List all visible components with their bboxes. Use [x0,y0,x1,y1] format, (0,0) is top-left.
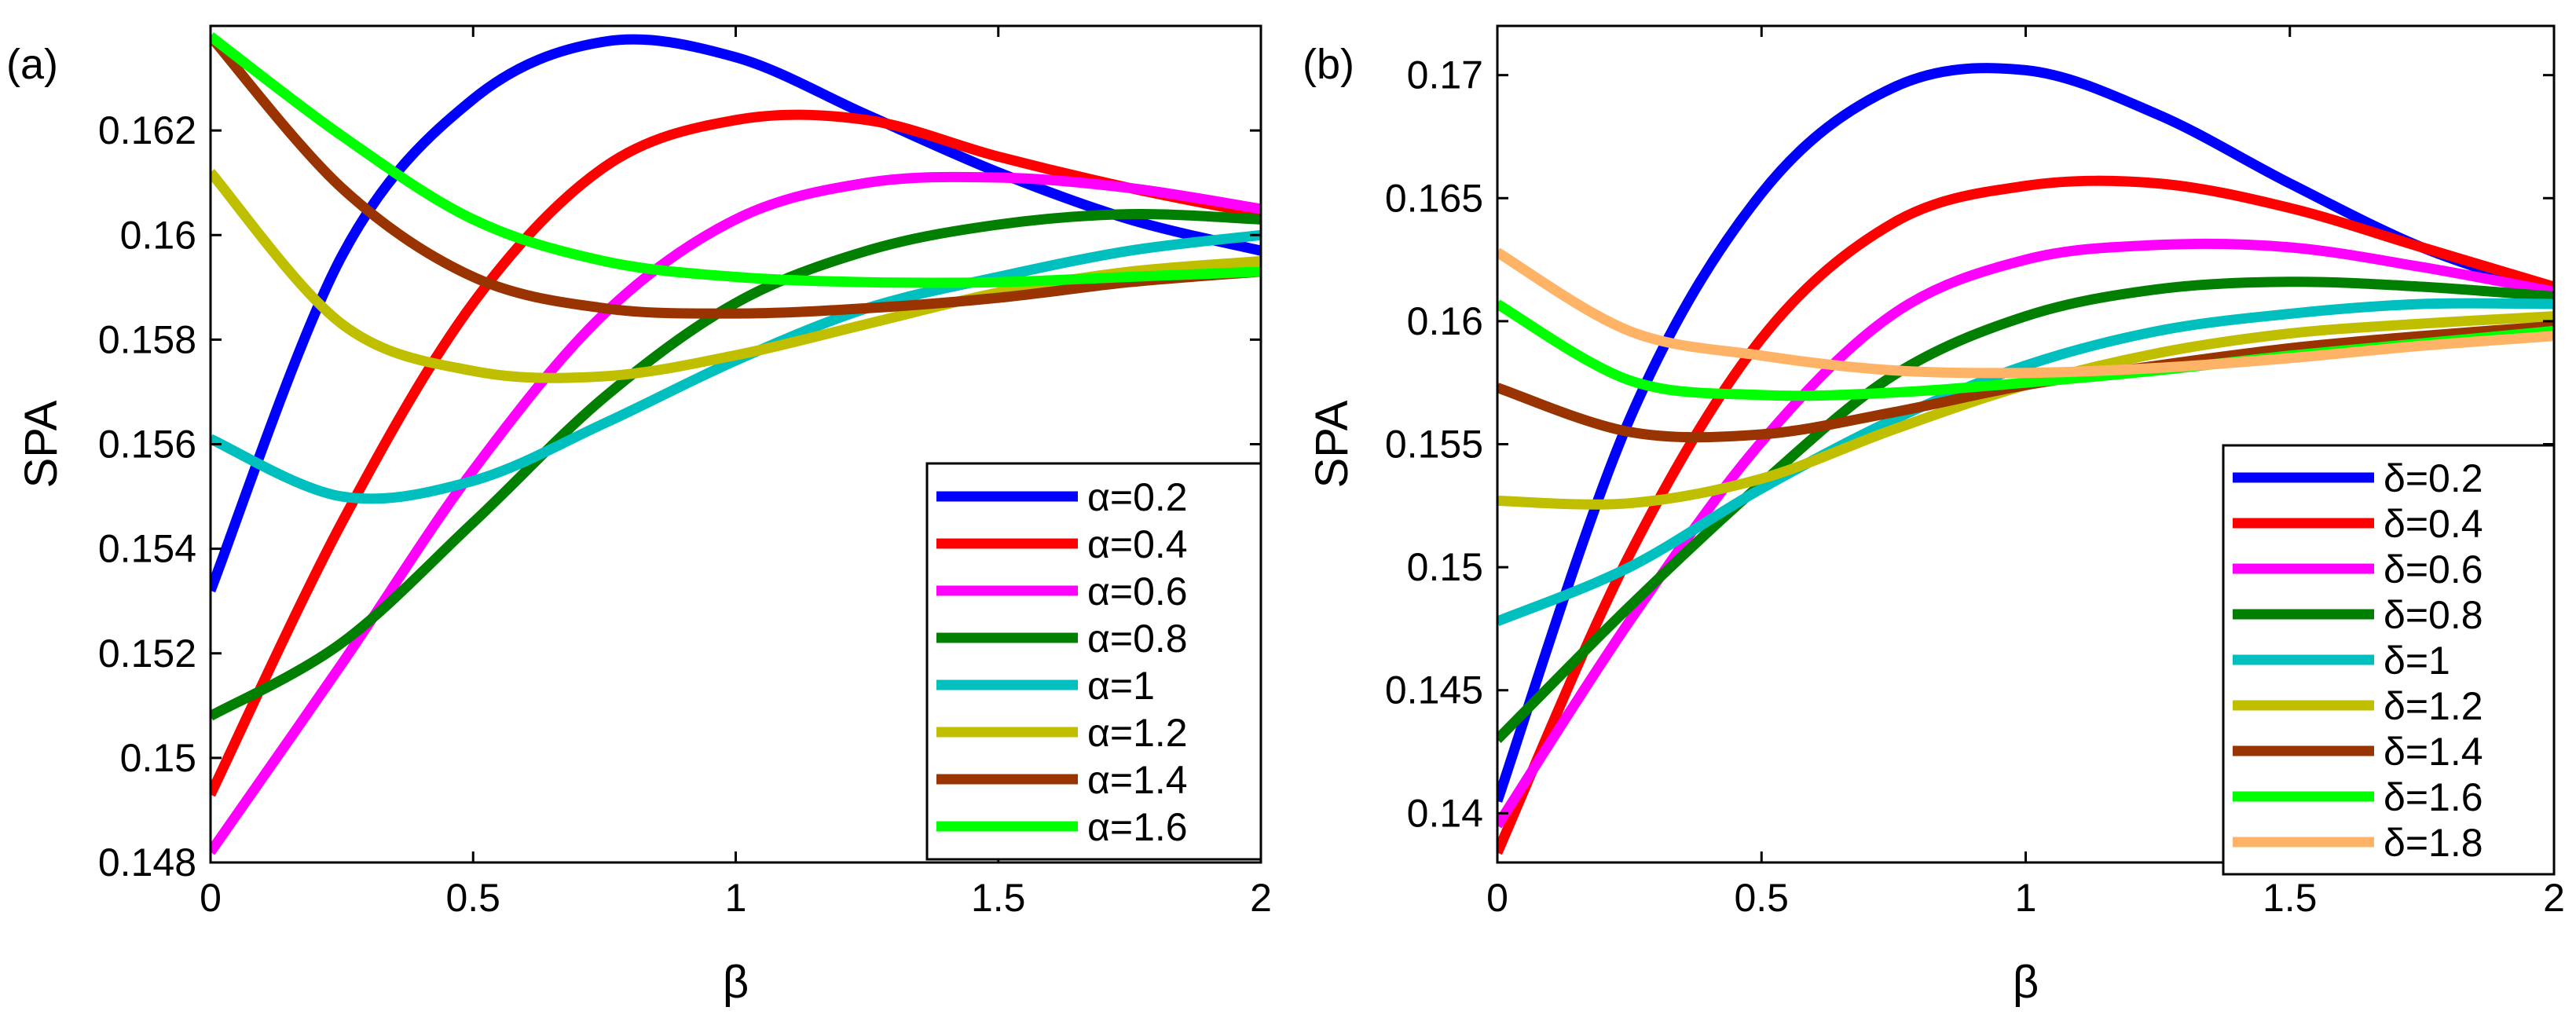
legend-label-7: δ=1.4 [2384,730,2483,774]
y-axis-label: SPA [16,400,67,488]
legend-box [925,462,1262,861]
legend-label-4: δ=0.8 [2384,593,2483,637]
legend-label-2: δ=0.4 [2384,502,2483,546]
legend-label-3: α=0.6 [1087,569,1188,613]
legend-label-1: δ=0.2 [2384,456,2483,500]
legend-label-6: α=1.2 [1087,711,1188,755]
x-tick-label: 1.5 [971,876,1026,920]
series-line-7 [211,33,1261,319]
legend-label-9: δ=1.8 [2384,821,2483,865]
y-tick-label: 0.155 [1385,423,1483,467]
series-line-3 [211,171,1261,855]
series-line-2 [211,109,1261,797]
y-tick-label: 0.156 [98,423,196,467]
y-tick-label: 0.148 [98,840,196,884]
legend-label-5: δ=1 [2384,639,2450,683]
y-tick-label: 0.16 [120,213,196,257]
x-tick-label: 0 [200,876,222,920]
legend-label-6: δ=1.2 [2384,684,2483,728]
y-tick-label: 0.152 [98,632,196,676]
legend-label-8: δ=1.6 [2384,775,2483,819]
y-tick-label: 0.15 [120,736,196,780]
panel-b: 0 0.5 1 1.5 2 0.14 0.145 0.15 0.155 0.16 0.165 0.17… [1303,24,2565,1008]
y-tick-label: 0.154 [98,527,196,571]
x-tick-label: 1 [725,876,747,920]
x-tick-label: 0 [1486,876,1508,920]
x-tick-label: 1 [2015,876,2037,920]
series-line-3 [1497,238,2554,829]
y-tick-label: 0.162 [98,108,196,152]
series-line-2 [1497,175,2554,855]
y-tick-label: 0.158 [98,317,196,361]
legend-label-8: α=1.6 [1087,805,1188,849]
legend-label-7: α=1.4 [1087,758,1188,802]
x-tick-label: 1.5 [2263,876,2318,920]
x-tick-label: 2 [2543,876,2565,920]
x-axis-label: β [723,957,749,1008]
x-tick-label: 0.5 [445,876,500,920]
legend-label-5: α=1 [1087,664,1155,708]
panel-label: (b) [1303,41,1354,88]
series-line-1 [1497,63,2554,803]
y-tick-label: 0.165 [1385,176,1483,220]
series-line-8 [211,32,1261,288]
legend-label-3: δ=0.6 [2384,547,2483,591]
y-tick-label: 0.15 [1407,545,1483,589]
y-axis-label: SPA [1306,400,1358,488]
series-line-5 [211,229,1261,504]
panel-label: (a) [6,41,58,88]
legend-label-1: α=0.2 [1087,475,1188,519]
legend-label-2: α=0.4 [1087,522,1188,566]
series-line-5 [1497,298,2554,627]
series-line-9 [1497,247,2554,379]
y-tick-label: 0.16 [1407,299,1483,343]
panel-a: 0 0.5 1 1.5 2 0.148 0.15 0.152 0.154 0.156 0.158 0.… [6,24,1272,1008]
x-axis-label: β [2013,957,2039,1008]
y-tick-label: 0.17 [1407,53,1483,97]
legend: δ=0.2δ=0.4δ=0.6δ=0.8δ=1δ=1.2δ=1.4δ=1.6δ=… [2222,444,2556,876]
x-tick-label: 2 [1250,876,1272,920]
series-group [1497,63,2554,855]
x-tick-label: 0.5 [1734,876,1789,920]
y-tick-label: 0.145 [1385,668,1483,712]
series-group [211,32,1261,855]
legend: α=0.2α=0.4α=0.6α=0.8α=1α=1.2α=1.4α=1.6 [925,462,1262,861]
legend-label-4: α=0.8 [1087,617,1188,661]
y-tick-label: 0.14 [1407,791,1483,835]
series-line-1 [211,34,1261,593]
series-line-4 [1497,276,2554,743]
